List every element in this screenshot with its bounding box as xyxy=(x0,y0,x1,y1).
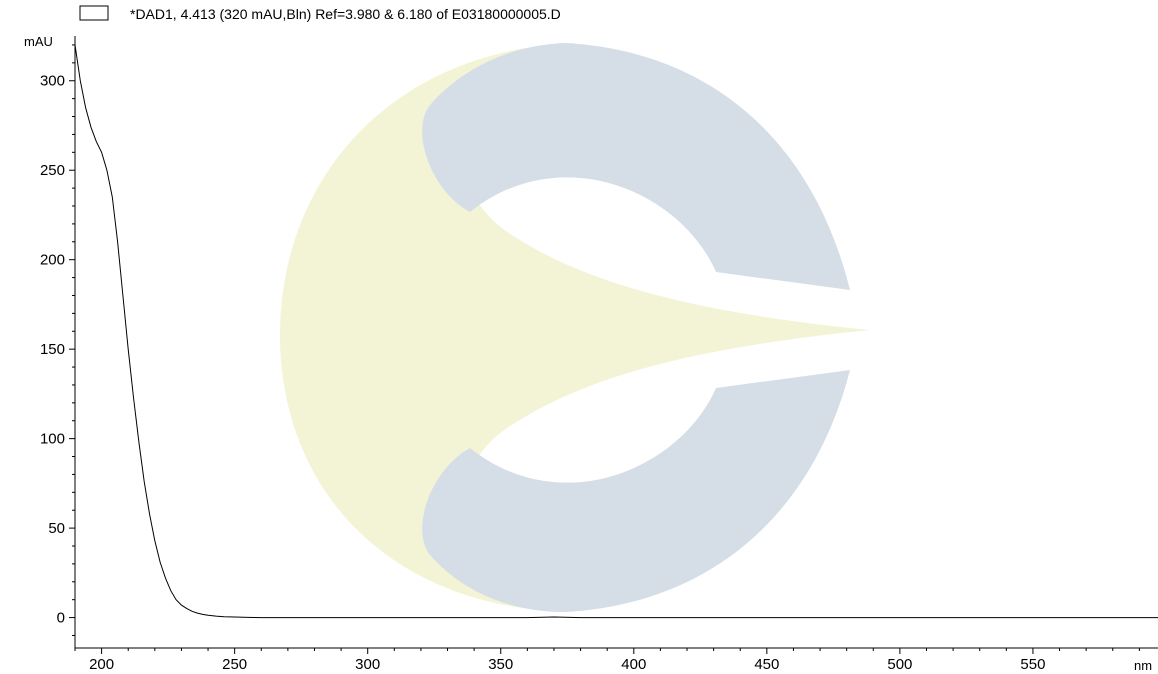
x-tick-label: 250 xyxy=(222,656,247,673)
y-axis-unit-label: mAU xyxy=(24,34,53,49)
x-tick-label: 450 xyxy=(754,656,779,673)
watermark-gray-top-arc xyxy=(422,43,850,290)
x-tick-label: 400 xyxy=(621,656,646,673)
legend-swatch xyxy=(79,5,109,21)
y-axis-ticks: 0 50 100 150 200 250 300 xyxy=(40,44,75,636)
spectrum-line xyxy=(74,44,1158,619)
y-tick-label: 100 xyxy=(40,431,65,448)
y-tick-label: 200 xyxy=(40,252,65,269)
y-tick-label: 0 xyxy=(57,610,65,627)
x-tick-label: 500 xyxy=(887,656,912,673)
y-tick-label: 150 xyxy=(40,341,65,358)
watermark-gray-bottom-arc xyxy=(422,370,850,612)
x-tick-label: 300 xyxy=(355,656,380,673)
x-tick-label: 550 xyxy=(1020,656,1045,673)
x-axis-unit-label: nm xyxy=(1134,658,1152,673)
legend-text: *DAD1, 4.413 (320 mAU,Bln) Ref=3.980 & 6… xyxy=(130,6,561,22)
watermark-logo-icon xyxy=(280,43,870,612)
x-tick-label: 200 xyxy=(89,656,114,673)
y-tick-label: 250 xyxy=(40,162,65,179)
y-tick-label: 50 xyxy=(48,520,65,537)
x-axis-ticks: 200 250 300 350 400 450 500 550 xyxy=(74,648,1140,673)
watermark-yellow-shape xyxy=(280,43,870,612)
y-tick-label: 300 xyxy=(40,73,65,90)
x-tick-label: 350 xyxy=(488,656,513,673)
